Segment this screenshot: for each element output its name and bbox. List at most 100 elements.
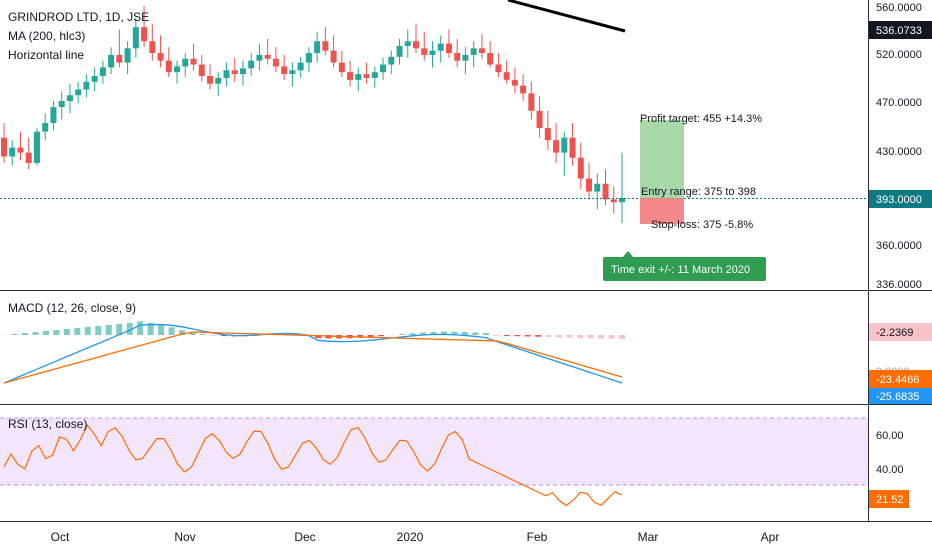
- legend-horizontal-line[interactable]: Horizontal line: [8, 48, 84, 62]
- candle-body: [289, 70, 296, 75]
- macd-line[interactable]: [3, 323, 623, 384]
- macd-histogram-bar: [126, 322, 133, 335]
- macd-histogram-bar: [158, 324, 165, 335]
- macd-histogram-bar: [535, 335, 542, 337]
- price-tick: 470.0000: [876, 97, 922, 109]
- macd-histogram-bar: [42, 330, 49, 335]
- candle-body: [371, 72, 378, 78]
- macd-histogram-bar: [367, 335, 374, 338]
- candle-body: [330, 50, 337, 63]
- macd-histogram-bar: [409, 333, 416, 335]
- macd-pane[interactable]: [0, 291, 868, 404]
- macd-histogram-bar: [179, 330, 186, 335]
- price-tick: 360.0000: [876, 240, 922, 252]
- candle-body: [17, 147, 24, 153]
- candle-body: [462, 54, 469, 61]
- time-tick: Oct: [51, 530, 70, 544]
- legend-macd[interactable]: MACD (12, 26, close, 9): [8, 301, 136, 315]
- macd-histogram-bar: [419, 332, 426, 335]
- price-tick: 560.0000: [876, 2, 922, 14]
- candle-body: [25, 152, 32, 163]
- candle-body: [157, 53, 164, 61]
- time-exit-box[interactable]: [603, 257, 766, 281]
- macd-histogram-bar: [32, 331, 39, 335]
- macd-line-label: -25.6835: [876, 391, 919, 403]
- rsi-line[interactable]: [3, 423, 623, 507]
- legend-ma[interactable]: MA (200, hlc3): [8, 29, 85, 43]
- macd-histogram-bar: [220, 335, 227, 337]
- macd-signal-line[interactable]: [3, 331, 623, 384]
- time-tick: Feb: [527, 530, 548, 544]
- ma-200-line[interactable]: [507, 0, 626, 33]
- macd-signal-label: -23.4466: [876, 374, 919, 386]
- rsi-line: [3, 423, 623, 507]
- macd-histogram-bar: [378, 335, 385, 337]
- candle-body: [503, 72, 510, 80]
- candle-body: [454, 53, 461, 61]
- candle-body: [355, 74, 362, 80]
- macd-lines: [3, 321, 625, 384]
- macd-histogram-bar: [430, 331, 437, 335]
- macd-histogram-bar: [84, 326, 91, 335]
- profit-zone[interactable]: [640, 120, 684, 198]
- macd-histogram-bar: [461, 331, 468, 335]
- rsi-tick: 60.00: [876, 430, 904, 442]
- time-tick: Dec: [294, 530, 315, 544]
- candle-body: [198, 64, 205, 77]
- time-axis[interactable]: Oct Nov Dec 2020 Feb Mar Apr: [51, 530, 780, 544]
- candle-body: [536, 110, 543, 128]
- macd-histogram-bar: [116, 323, 123, 335]
- candle-body: [215, 77, 222, 84]
- stop-loss-label: Stop-loss: 375 -5.8%: [651, 219, 753, 231]
- rsi-tick: 40.00: [876, 464, 904, 476]
- symbol-title: GRINDROD LTD, 1D, JSE: [8, 10, 149, 24]
- candle-body: [445, 43, 452, 53]
- candle-body: [248, 60, 255, 69]
- candles: [1, 6, 625, 224]
- candle-body: [165, 60, 172, 73]
- candle-body: [437, 43, 444, 51]
- price-tick: 520.0000: [876, 49, 922, 61]
- candle-body: [569, 137, 576, 158]
- price-pane[interactable]: [0, 0, 868, 290]
- candle-body: [520, 85, 527, 94]
- macd-histogram-bar: [95, 325, 102, 335]
- legend-rsi[interactable]: RSI (13, close): [8, 417, 87, 431]
- candle-body: [108, 54, 115, 68]
- price-tick: 430.0000: [876, 146, 922, 158]
- macd-histogram-bar: [608, 335, 615, 339]
- time-tick: 2020: [397, 530, 424, 544]
- loss-zone[interactable]: [640, 198, 684, 224]
- candle-body: [33, 131, 40, 163]
- time-exit-label: Time exit +/-: 11 March 2020: [611, 264, 750, 276]
- macd-histogram-bar: [577, 335, 584, 338]
- macd-histogram-bar: [587, 335, 594, 339]
- ma-price-label-box: [869, 21, 932, 39]
- candle-body: [141, 27, 148, 42]
- candle-body: [281, 66, 288, 75]
- candle-body: [256, 54, 263, 61]
- candle-body: [396, 45, 403, 57]
- candle-body: [421, 48, 428, 55]
- macd-signal-label-box: [869, 370, 932, 388]
- macd-histogram-bar: [168, 327, 175, 335]
- ma-price-label: 536.0733: [876, 25, 922, 37]
- macd-histogram-bar: [74, 327, 81, 335]
- candle-body: [264, 54, 271, 59]
- macd-histogram-bar: [524, 335, 531, 337]
- candle-body: [305, 53, 312, 63]
- candle-body: [99, 67, 106, 77]
- candle-body: [577, 157, 584, 179]
- entry-range-label: Entry range: 375 to 398: [641, 186, 756, 198]
- candle-body: [223, 70, 230, 78]
- price-tick: 336.0000: [876, 279, 922, 291]
- candle-body: [561, 137, 568, 153]
- macd-histogram-bar: [440, 331, 447, 335]
- macd-histogram-bar: [137, 321, 144, 335]
- candle-body: [363, 74, 370, 78]
- candle-body: [124, 48, 131, 63]
- candle-body: [91, 76, 98, 82]
- candle-body: [1, 137, 7, 157]
- macd-histogram-bar: [105, 324, 112, 335]
- macd-histogram-bar: [147, 322, 154, 335]
